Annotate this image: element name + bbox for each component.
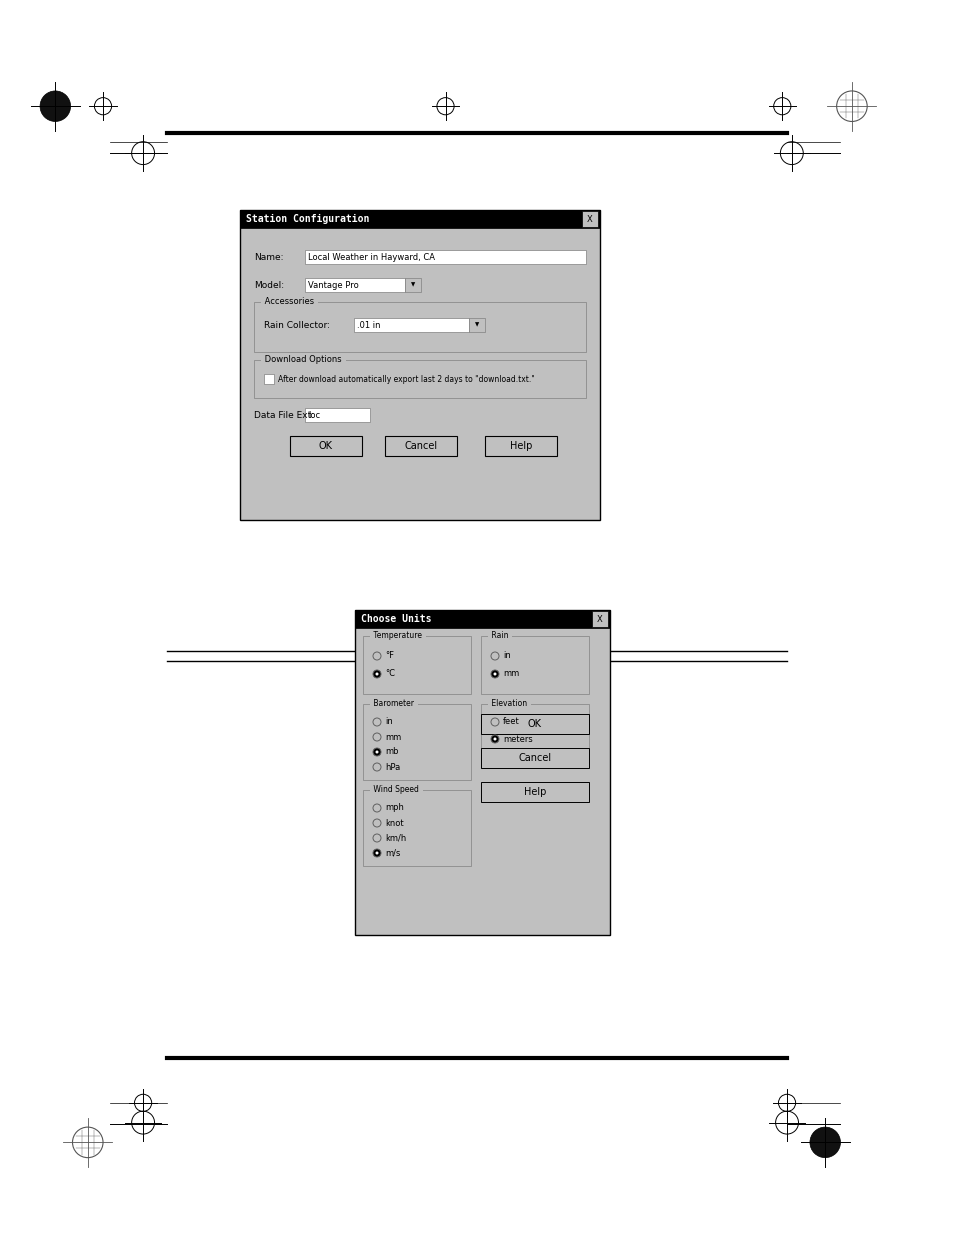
Text: ▼: ▼ (475, 322, 478, 327)
Circle shape (40, 91, 71, 121)
Circle shape (491, 671, 498, 678)
Circle shape (493, 673, 496, 676)
Text: Vantage Pro: Vantage Pro (308, 280, 358, 289)
Bar (354, 317, 469, 332)
Text: °F: °F (385, 652, 394, 661)
Text: in: in (502, 652, 510, 661)
Text: loc: loc (308, 410, 320, 420)
Text: Accessories: Accessories (262, 298, 316, 306)
Text: Rain Collector:: Rain Collector: (264, 321, 330, 330)
Bar (264, 374, 274, 384)
Text: mph: mph (385, 804, 403, 813)
Bar (592, 611, 607, 627)
Bar (480, 714, 588, 734)
Text: Rain: Rain (489, 631, 511, 641)
Text: Temperature: Temperature (371, 631, 424, 641)
Bar (469, 317, 484, 332)
Circle shape (375, 851, 378, 855)
Text: Elevation: Elevation (489, 699, 529, 709)
Text: ▼: ▼ (411, 283, 415, 288)
Text: °C: °C (385, 669, 395, 678)
Bar (405, 278, 420, 291)
Text: After download automatically export last 2 days to "download.txt.": After download automatically export last… (277, 374, 535, 384)
Circle shape (809, 1128, 840, 1157)
Bar (480, 748, 588, 768)
Bar (240, 210, 599, 228)
Bar (581, 211, 598, 227)
Bar (355, 610, 609, 629)
Text: m/s: m/s (385, 848, 400, 857)
Text: feet: feet (502, 718, 519, 726)
Circle shape (373, 848, 380, 857)
Bar (480, 782, 588, 802)
Bar (253, 359, 585, 398)
Text: knot: knot (385, 819, 403, 827)
Text: .01 in: .01 in (356, 321, 380, 330)
Circle shape (373, 671, 380, 678)
Bar (305, 249, 585, 264)
Text: Station Configuration: Station Configuration (246, 214, 369, 224)
Circle shape (373, 748, 380, 756)
Text: Help: Help (523, 787, 546, 797)
Text: hPa: hPa (385, 762, 400, 772)
Text: Choose Units: Choose Units (360, 614, 431, 624)
Text: mm: mm (385, 732, 401, 741)
Text: Local Weather in Hayward, CA: Local Weather in Hayward, CA (308, 252, 435, 262)
Text: Name:: Name: (253, 252, 283, 262)
Bar (355, 610, 609, 935)
Bar (290, 436, 361, 456)
Text: Wind Speed: Wind Speed (371, 785, 421, 794)
Bar (305, 278, 405, 291)
Text: Help: Help (509, 441, 532, 451)
Text: Data File Ext:: Data File Ext: (253, 410, 314, 420)
Bar (484, 436, 557, 456)
Bar (480, 636, 588, 694)
Bar (385, 436, 456, 456)
Text: X: X (597, 615, 602, 624)
Bar (480, 704, 588, 756)
Circle shape (493, 737, 496, 741)
Text: in: in (385, 718, 393, 726)
Text: Cancel: Cancel (517, 753, 551, 763)
Text: X: X (586, 215, 592, 224)
Text: Download Options: Download Options (262, 356, 344, 364)
Circle shape (491, 735, 498, 743)
Bar (363, 636, 471, 694)
Text: OK: OK (527, 719, 541, 729)
Text: meters: meters (502, 735, 532, 743)
Text: OK: OK (318, 441, 333, 451)
Bar (363, 790, 471, 866)
Bar (305, 408, 370, 422)
Text: mb: mb (385, 747, 398, 757)
Bar (363, 704, 471, 781)
Bar (253, 303, 585, 352)
Circle shape (375, 751, 378, 753)
Text: Barometer: Barometer (371, 699, 416, 709)
Text: Model:: Model: (253, 280, 284, 289)
Text: km/h: km/h (385, 834, 406, 842)
Text: Cancel: Cancel (404, 441, 437, 451)
Circle shape (375, 673, 378, 676)
Bar (240, 210, 599, 520)
Text: mm: mm (502, 669, 518, 678)
